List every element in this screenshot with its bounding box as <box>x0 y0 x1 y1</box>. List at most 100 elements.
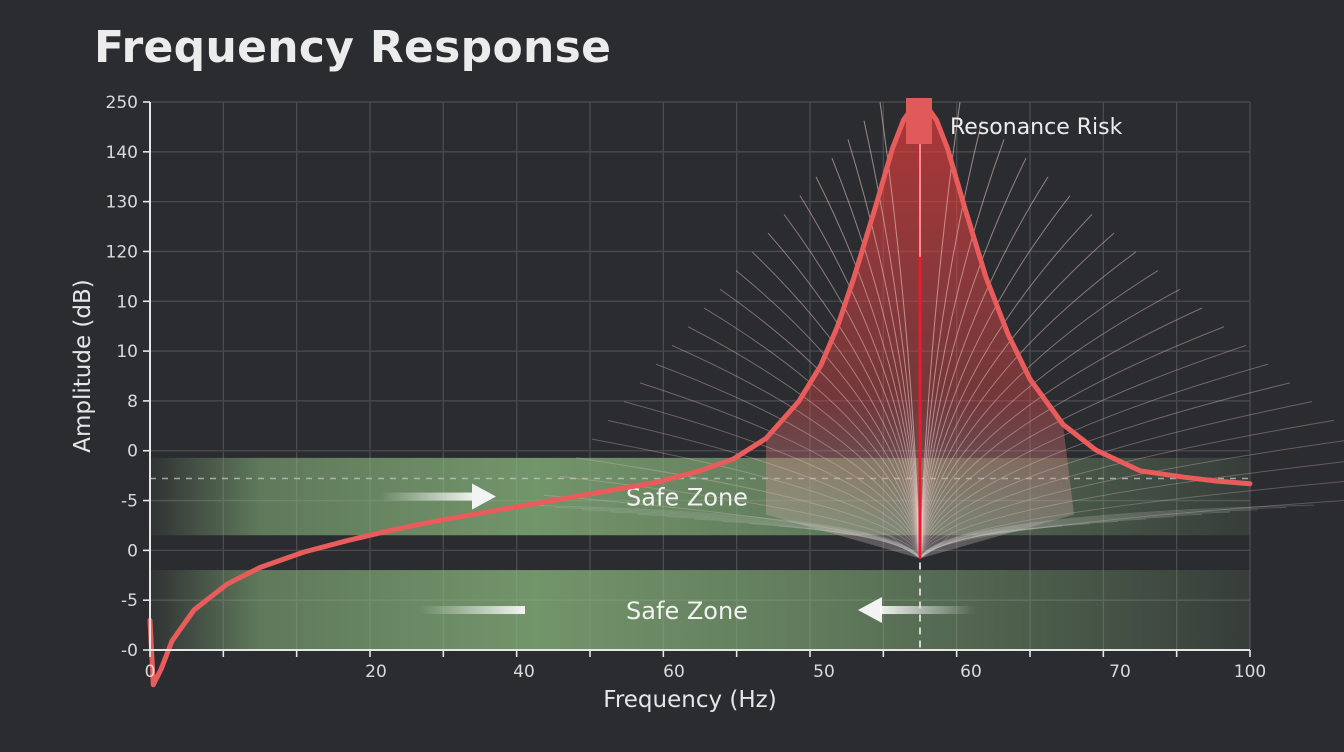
x-tick-label: 20 <box>365 662 387 682</box>
resonance-whisker <box>919 506 1287 559</box>
resonance-fan-line <box>831 157 921 559</box>
resonance-whisker <box>919 520 1119 559</box>
y-tick-label: 10 <box>116 342 138 362</box>
resonance-whisker <box>665 516 921 559</box>
y-tick-label: 8 <box>127 392 138 412</box>
safe-zones: Safe Zone Safe Zone <box>150 457 1250 650</box>
resonance-whisker <box>919 534 951 559</box>
x-tick-label: 40 <box>513 662 535 682</box>
resonance-peak <box>525 101 1344 650</box>
y-tick-label: 130 <box>106 193 138 213</box>
resonance-fan-line <box>919 232 1115 559</box>
resonance-fan-line <box>919 288 1181 559</box>
y-tick-label: 250 <box>106 93 138 113</box>
y-axis-title: Amplitude (dB) <box>70 279 96 453</box>
resonance-fan-line <box>543 494 921 559</box>
resonance-fan-line <box>623 401 921 559</box>
series-line <box>147 99 1253 688</box>
resonance-whisker <box>721 520 921 559</box>
resonance-fan-line <box>919 440 1344 559</box>
resonance-whisker <box>919 513 1203 559</box>
resonance-fan-line <box>919 499 1344 559</box>
y-tick-label: 0 <box>127 541 138 561</box>
y-tick-label: -5 <box>121 591 138 611</box>
resonance-fan-line <box>767 232 921 559</box>
resonance-fan-line <box>919 481 1344 559</box>
zone-arrow-shaft <box>420 606 525 615</box>
resonance-whisker <box>749 523 921 559</box>
resonance-whisker <box>919 525 1063 559</box>
y-tick-labels: 250 140 130 120 10 10 8 0 -5 0 -5 -0 <box>106 93 138 661</box>
resonance-fan-line <box>919 382 1291 559</box>
y-tick-label: 140 <box>106 143 138 163</box>
x-tick-label: 60 <box>960 662 982 682</box>
resonance-fan-line <box>919 419 1335 559</box>
resonance-whisker <box>919 518 1147 559</box>
x-tick-labels: 0 20 40 60 50 60 70 100 <box>145 662 1267 682</box>
resonance-whisker <box>861 532 921 559</box>
y-tick-label: -0 <box>121 641 138 661</box>
resonance-whisker <box>525 504 921 559</box>
resonance-fan-line <box>919 157 1027 559</box>
resonance-whisker <box>805 527 921 559</box>
resonance-whisker <box>919 523 1091 559</box>
resonance-whisker <box>609 511 921 559</box>
axes <box>143 101 1251 657</box>
resonance-fan-line <box>815 176 921 559</box>
resonance-fan-line <box>559 476 921 559</box>
resonance-fan-line <box>919 195 1071 559</box>
resonance-fan-line <box>919 307 1203 559</box>
resonance-whisker <box>889 534 921 559</box>
resonance-whisker <box>833 530 921 559</box>
resonance-fan-line <box>719 288 921 559</box>
resonance-fan-line <box>607 419 921 559</box>
resonance-whisker <box>919 532 979 559</box>
resonance-whisker <box>777 525 921 559</box>
resonance-fan-line <box>919 344 1247 559</box>
zone-arrow-head-left <box>858 597 882 624</box>
resonance-fan-line <box>687 326 921 559</box>
series-lines <box>147 99 1253 688</box>
resonance-fan-line <box>919 120 983 559</box>
resonance-whisker <box>919 527 1035 559</box>
resonance-fan-line <box>591 438 921 559</box>
safe-zone-label: Safe Zone <box>626 597 748 625</box>
resonance-fan-line <box>703 307 921 559</box>
x-tick-label: 50 <box>813 662 835 682</box>
resonance-fan-line <box>919 363 1269 559</box>
safe-zone-band <box>150 570 1250 650</box>
resonance-fan-line <box>919 139 1005 559</box>
x-tick-label: 0 <box>145 662 156 682</box>
resonance-fan-line <box>671 344 921 559</box>
y-tick-label: 120 <box>106 242 138 262</box>
resonance-fan-line <box>735 270 921 559</box>
resonance-fan-line <box>575 457 921 559</box>
resonance-fan-line <box>799 195 921 559</box>
x-tick-label: 60 <box>663 662 685 682</box>
y-tick-label: -5 <box>121 492 138 512</box>
resonance-whisker <box>637 513 921 559</box>
resonance-whisker <box>919 504 1315 559</box>
resonance-fan-line <box>919 214 1093 559</box>
resonance-fan-line <box>639 382 921 559</box>
resonance-fan-line <box>919 251 1137 559</box>
legend-label: Resonance Risk <box>950 115 1123 140</box>
resonance-whisker <box>919 516 1175 559</box>
legend-swatch <box>906 98 932 144</box>
resonance-whisker <box>553 506 921 559</box>
resonance-whisker <box>919 530 1007 559</box>
legend: Resonance Risk <box>906 98 1123 144</box>
resonance-fan-line <box>919 326 1225 559</box>
zone-arrow-head-right <box>472 483 496 510</box>
resonance-fan-line <box>919 401 1313 559</box>
resonance-whisker <box>919 511 1231 559</box>
x-axis-title: Frequency (Hz) <box>603 687 776 713</box>
resonance-whisker <box>693 518 921 559</box>
resonance-fan-line <box>919 461 1344 559</box>
resonance-fan-line <box>751 251 921 559</box>
resonance-whisker <box>919 509 1259 559</box>
grid-lines <box>150 101 1251 651</box>
safe-zone-label: Safe Zone <box>626 484 748 512</box>
